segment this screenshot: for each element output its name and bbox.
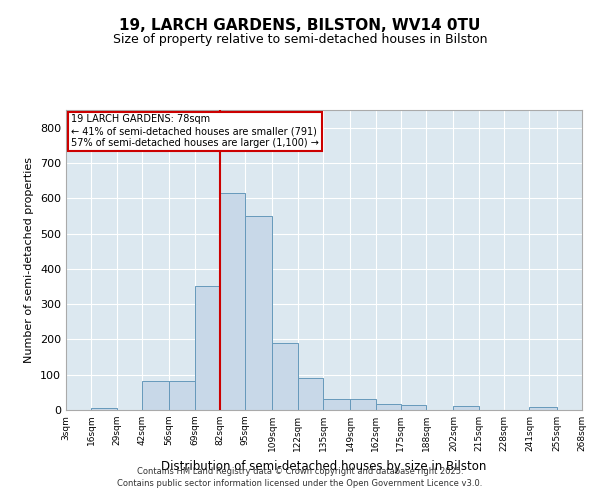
Text: Size of property relative to semi-detached houses in Bilston: Size of property relative to semi-detach… [113,32,487,46]
Bar [91,408,116,410]
Bar [529,407,557,410]
Bar [401,404,426,410]
Bar [350,400,376,410]
Text: Contains HM Land Registry data © Crown copyright and database right 2025.
Contai: Contains HM Land Registry data © Crown c… [118,466,482,487]
Bar [272,343,298,410]
Text: 19 LARCH GARDENS: 78sqm
← 41% of semi-detached houses are smaller (791)
57% of s: 19 LARCH GARDENS: 78sqm ← 41% of semi-de… [71,114,319,148]
Text: 19, LARCH GARDENS, BILSTON, WV14 0TU: 19, LARCH GARDENS, BILSTON, WV14 0TU [119,18,481,32]
Bar [245,216,272,410]
Bar [142,381,169,410]
Bar [194,286,220,410]
Bar [323,400,350,410]
Bar [169,381,194,410]
Bar [454,406,479,410]
Bar [220,193,245,410]
Bar [298,378,323,410]
Bar [376,404,401,410]
X-axis label: Distribution of semi-detached houses by size in Bilston: Distribution of semi-detached houses by … [161,460,487,472]
Y-axis label: Number of semi-detached properties: Number of semi-detached properties [25,157,34,363]
